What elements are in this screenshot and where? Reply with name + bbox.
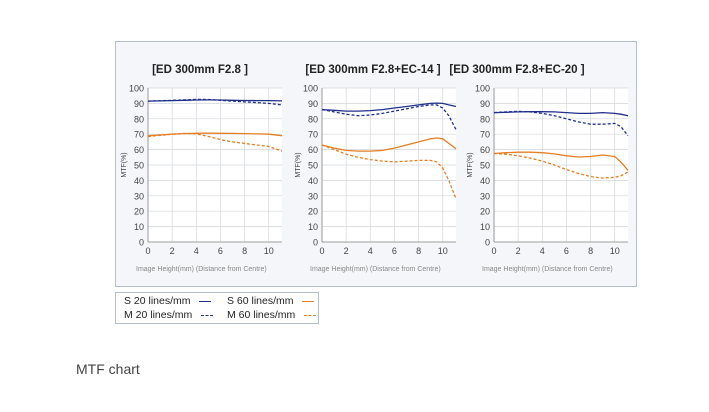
y-tick-label: 10: [480, 222, 490, 232]
chart-caption: MTF chart: [76, 361, 140, 377]
y-tick-label: 80: [308, 114, 318, 124]
y-tick-label: 80: [134, 114, 144, 124]
legend-swatch-m60: [304, 315, 317, 316]
legend-label-s60: S 60 lines/mm: [227, 295, 294, 307]
x-tick-label: 8: [242, 246, 247, 256]
x-tick-label: 2: [170, 246, 175, 256]
y-tick-label: 60: [480, 145, 490, 155]
x-tick-label: 6: [218, 246, 223, 256]
y-tick-label: 60: [308, 145, 318, 155]
legend-label-s20: S 20 lines/mm: [124, 295, 191, 307]
y-tick-label: 20: [480, 207, 490, 217]
y-tick-label: 30: [480, 191, 490, 201]
y-tick-label: 0: [313, 238, 318, 248]
series-line-m-20-lines-mm: [147, 98, 283, 106]
x-tick-label: 8: [588, 246, 593, 256]
y-tick-label: 30: [134, 191, 144, 201]
y-tick-label: 70: [308, 130, 318, 140]
x-axis-label: Image Height(mm) (Distance from Centre): [136, 266, 267, 273]
x-tick-label: 0: [145, 246, 150, 256]
y-tick-label: 20: [134, 207, 144, 217]
series-line-m-20-lines-mm: [321, 104, 457, 130]
y-tick-label: 50: [480, 161, 490, 171]
x-tick-label: 10: [264, 246, 274, 256]
y-tick-label: 100: [303, 84, 318, 94]
y-tick-label: 30: [308, 191, 318, 201]
y-tick-label: 70: [134, 130, 144, 140]
y-tick-label: 40: [480, 176, 490, 186]
y-tick-label: 10: [134, 222, 144, 232]
series-line-s-60-lines-mm: [493, 151, 629, 171]
x-tick-label: 4: [194, 246, 199, 256]
legend-label-m20: M 20 lines/mm: [124, 309, 193, 321]
legend-swatch-s20: [199, 301, 212, 302]
legend-swatch-s60: [302, 301, 315, 302]
y-tick-label: 20: [308, 207, 318, 217]
y-tick-label: 90: [308, 99, 318, 109]
series-line-s-60-lines-mm: [321, 137, 457, 152]
chart-1: 0 10 20 30 40 50 60 70 80 90 100 0 2 4 6 8 10 [ED 300mm F…: [121, 64, 283, 273]
y-tick-label: 50: [134, 161, 144, 171]
x-tick-label: 10: [610, 246, 620, 256]
y-tick-label: 90: [134, 99, 144, 109]
y-tick-label: 0: [139, 238, 144, 248]
y-tick-label: 70: [480, 130, 490, 140]
legend-item-m60: M 60 lines/mm: [227, 309, 317, 322]
x-tick-label: 0: [491, 246, 496, 256]
chart-2: 0 10 20 30 40 50 60 70 80 90 100 0 2 4 6 8 10 [ED 300mm F…: [295, 64, 457, 273]
chart-3: 0 10 20 30 40 50 60 70 80 90 100 0 2 4 6 8 10 [ED 300mm F…: [449, 64, 629, 273]
legend-label-m60: M 60 lines/mm: [227, 309, 296, 321]
x-tick-label: 0: [319, 246, 324, 256]
mtf-chart-panel: 0 10 20 30 40 50 60 70 80 90 100 0 2 4 6 8 10 [ED 300mm F…: [115, 41, 637, 287]
legend-item-s60: S 60 lines/mm: [227, 295, 315, 308]
chart-legend: S 20 lines/mm S 60 lines/mm M 20 lines/m…: [115, 292, 319, 324]
y-tick-label: 40: [134, 176, 144, 186]
y-tick-label: 40: [308, 176, 318, 186]
chart-title: [ED 300mm F2.8+EC-20 ]: [449, 64, 584, 76]
y-tick-label: 100: [475, 84, 490, 94]
x-tick-label: 2: [344, 246, 349, 256]
y-tick-label: 90: [480, 99, 490, 109]
chart-title: [ED 300mm F2.8 ]: [152, 64, 248, 76]
y-tick-label: 50: [308, 161, 318, 171]
y-tick-label: 60: [134, 145, 144, 155]
chart-title: [ED 300mm F2.8+EC-14 ]: [305, 64, 440, 76]
series-line-m-60-lines-mm: [321, 144, 457, 200]
series-line-m-20-lines-mm: [493, 110, 629, 137]
x-tick-label: 10: [438, 246, 448, 256]
y-axis-label: MTF(%): [295, 152, 302, 177]
series-line-s-20-lines-mm: [493, 111, 629, 117]
y-tick-label: 0: [485, 238, 490, 248]
x-tick-label: 4: [540, 246, 545, 256]
x-tick-label: 8: [416, 246, 421, 256]
x-tick-label: 6: [392, 246, 397, 256]
y-tick-label: 80: [480, 114, 490, 124]
legend-item-m20: M 20 lines/mm: [124, 309, 214, 322]
y-axis-label: MTF(%): [467, 152, 474, 177]
legend-item-s20: S 20 lines/mm: [124, 295, 212, 308]
series-line-m-60-lines-mm: [147, 132, 283, 152]
x-tick-label: 4: [368, 246, 373, 256]
y-tick-label: 10: [308, 222, 318, 232]
series-line-s-20-lines-mm: [321, 102, 457, 112]
x-tick-label: 2: [516, 246, 521, 256]
y-axis-label: MTF(%): [121, 152, 128, 177]
x-axis-label: Image Height(mm) (Distance from Centre): [482, 266, 613, 273]
x-axis-label: Image Height(mm) (Distance from Centre): [310, 266, 441, 273]
y-tick-label: 100: [129, 84, 144, 94]
legend-swatch-m20: [201, 315, 214, 316]
x-tick-label: 6: [564, 246, 569, 256]
